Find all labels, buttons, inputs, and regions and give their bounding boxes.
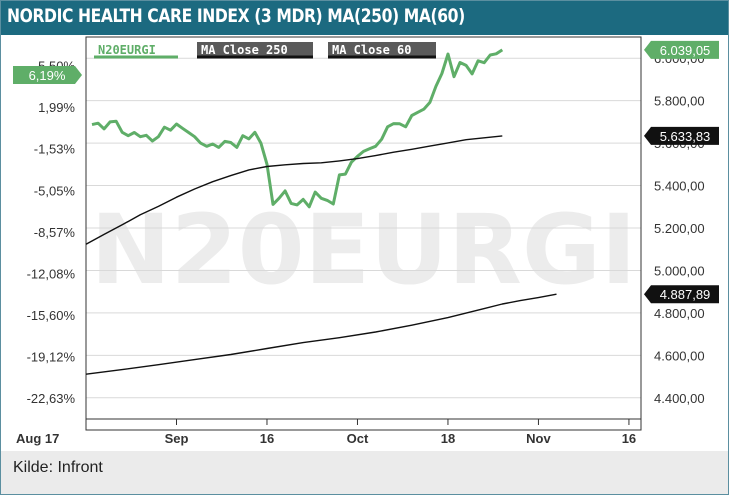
legend-label: MA Close 60 xyxy=(332,43,411,57)
title-bar: NORDIC HEALTH CARE INDEX (3 MDR) MA(250)… xyxy=(1,1,728,35)
last-value-tag: 6.039,05 xyxy=(644,40,719,59)
legend-swatch-bg xyxy=(328,42,436,57)
left-axis-tick: 1,99% xyxy=(38,100,75,115)
left-axis-tick: -1,53% xyxy=(34,142,76,157)
tag-shape xyxy=(644,285,719,304)
chart-area: N20EURGI N20EURGI MA Close 250 MA Close 60… xyxy=(13,36,719,446)
tag-shape xyxy=(644,126,719,145)
series-line-0 xyxy=(91,48,504,209)
legend-item: MA Close 250 xyxy=(197,42,313,59)
tag-shape xyxy=(13,66,82,84)
left-axis-tick: -19,12% xyxy=(27,350,76,365)
x-axis-tick: Oct xyxy=(347,431,369,446)
right-axis-tick: 5.000,00 xyxy=(654,263,705,278)
watermark: N20EURGI xyxy=(91,194,637,306)
legend-label: N20EURGI xyxy=(98,43,156,57)
right-axis-tick: 4.400,00 xyxy=(654,391,705,406)
legend-swatch-bg xyxy=(94,42,178,57)
x-axis-tick: 16 xyxy=(622,431,636,446)
left-axis-tick: -15,60% xyxy=(27,308,76,323)
chart-title: NORDIC HEALTH CARE INDEX (3 MDR) MA(250)… xyxy=(7,5,465,27)
legend-swatch-bg xyxy=(197,42,313,57)
tag-label: 5.633,83 xyxy=(660,129,711,144)
x-axis-tick: Sep xyxy=(165,431,189,446)
x-axis-tick: 18 xyxy=(441,431,455,446)
x-axis-tick: Aug 17 xyxy=(16,431,59,446)
left-axis-tick: -22,63% xyxy=(27,391,76,406)
last-value-tag: 5.633,83 xyxy=(644,126,719,145)
tag-shape xyxy=(644,40,719,59)
left-axis-tick: -5,05% xyxy=(34,183,76,198)
series-line-1 xyxy=(85,135,503,245)
series-line-2 xyxy=(85,293,557,375)
left-axis-tick: -12,08% xyxy=(27,266,76,281)
right-axis-tick: 5.200,00 xyxy=(654,221,705,236)
left-axis-tick: -8,57% xyxy=(34,225,76,240)
source-label: Kilde: Infront xyxy=(13,459,103,476)
x-axis-tick: 16 xyxy=(260,431,274,446)
legend-item: N20EURGI xyxy=(94,42,178,59)
right-axis-tick: 4.800,00 xyxy=(654,306,705,321)
last-value-tag: 6,19% xyxy=(13,66,82,84)
right-axis-tick: 5.400,00 xyxy=(654,179,705,194)
tag-label: 6.039,05 xyxy=(660,43,711,58)
legend-item: MA Close 60 xyxy=(328,42,436,59)
plot-frame xyxy=(85,36,642,431)
last-value-tag: 4.887,89 xyxy=(644,285,719,304)
tag-label: 6,19% xyxy=(29,68,66,83)
x-axis-tick: Nov xyxy=(526,431,551,446)
tag-label: 4.887,89 xyxy=(660,287,711,302)
right-axis-tick: 4.600,00 xyxy=(654,348,705,363)
legend-label: MA Close 250 xyxy=(201,43,288,57)
right-axis-tick: 5.800,00 xyxy=(654,94,705,109)
footer: Kilde: Infront xyxy=(1,451,728,494)
